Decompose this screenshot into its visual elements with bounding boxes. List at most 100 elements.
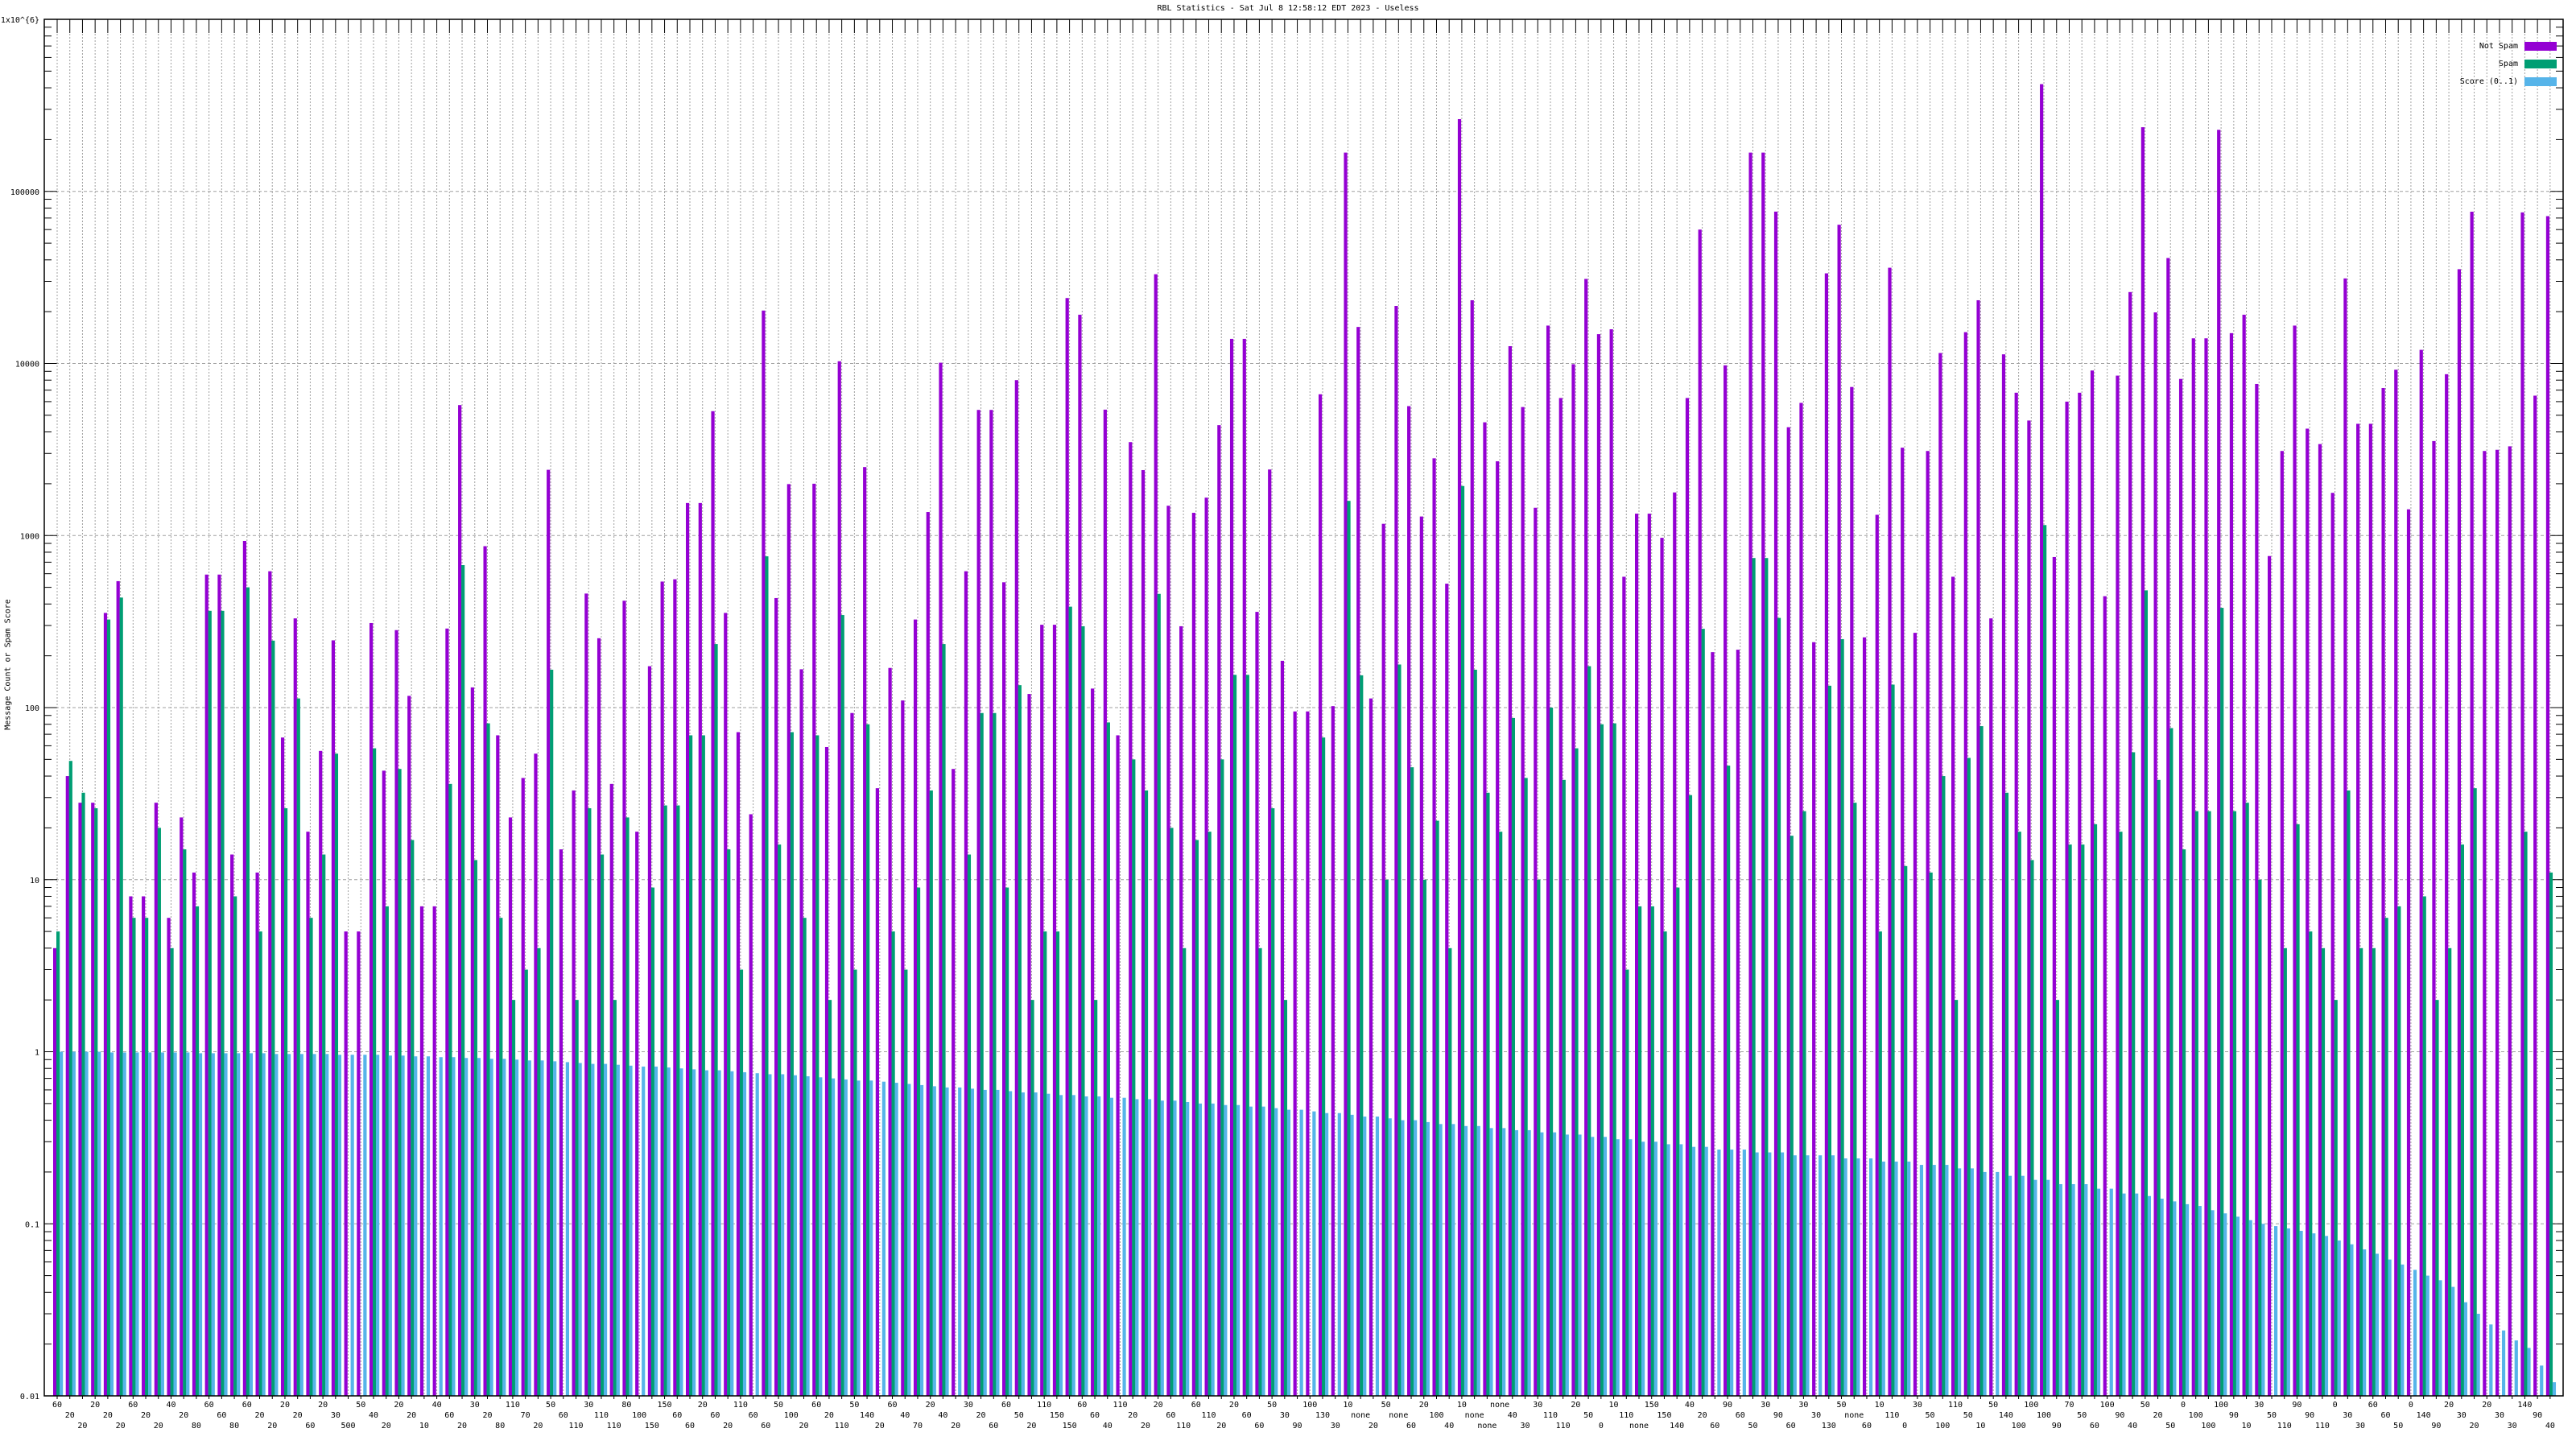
bar-spam [650, 887, 655, 1396]
bar-spam [2068, 844, 2072, 1396]
bar-score [2337, 1240, 2341, 1396]
bar-score [1666, 1144, 1670, 1396]
x-tick-label: 50 [1014, 1411, 1024, 1420]
bar-not-spam [989, 410, 993, 1396]
bar-not-spam [154, 803, 158, 1396]
bar-not-spam [2128, 291, 2132, 1396]
x-tick-label: 20 [116, 1422, 126, 1430]
bar-not-spam [142, 896, 146, 1396]
bar-spam [1688, 795, 1693, 1396]
bar-not-spam [609, 783, 613, 1396]
x-tick-label: 20 [2444, 1401, 2454, 1410]
bar-spam [132, 918, 136, 1396]
x-tick-label: 90 [1293, 1422, 1302, 1430]
y-tick-label: 10000 [15, 361, 39, 369]
x-tick-label: none [1844, 1411, 1864, 1420]
bar-not-spam [913, 619, 918, 1396]
bar-score [2084, 1183, 2088, 1396]
x-tick-label: 60 [1242, 1411, 1252, 1420]
bar-spam [1942, 776, 1946, 1396]
x-tick-label: 30 [1761, 1401, 1770, 1410]
bar-not-spam [2520, 212, 2524, 1396]
bar-not-spam [1584, 279, 1588, 1396]
x-tick-label: 110 [835, 1422, 849, 1430]
bar-score [1958, 1168, 1962, 1396]
bar-not-spam [2445, 374, 2449, 1396]
bar-score [1046, 1093, 1051, 1396]
bar-score [540, 1060, 544, 1396]
x-tick-label: 20 [457, 1422, 467, 1430]
x-tick-label: 60 [1077, 1401, 1087, 1410]
bar-score [2185, 1203, 2190, 1396]
bar-score [1932, 1165, 1936, 1396]
bar-not-spam [1002, 582, 1006, 1396]
bar-spam [2384, 918, 2388, 1396]
bar-spam [2004, 792, 2009, 1396]
bar-not-spam [1926, 451, 1930, 1396]
x-tick-label: 20 [1368, 1422, 1378, 1430]
x-tick-label: 10 [1457, 1401, 1467, 1410]
bar-score [2261, 1224, 2265, 1396]
x-tick-label: 40 [938, 1411, 947, 1420]
bar-not-spam [1875, 514, 1879, 1396]
x-tick-label: 20 [179, 1411, 188, 1420]
bar-score [2058, 1183, 2062, 1396]
bar-score [553, 1061, 557, 1396]
bar-spam [676, 805, 680, 1396]
bar-spam [2081, 844, 2085, 1396]
bar-not-spam [1344, 152, 1348, 1397]
y-tick-label: 100000 [10, 188, 39, 197]
bar-spam [1245, 675, 1249, 1396]
legend: Not Spam Spam Score (0..1) [2460, 37, 2557, 90]
x-tick-label: 20 [976, 1411, 986, 1420]
bar-not-spam [2178, 378, 2183, 1396]
x-tick-label: 100 [1302, 1401, 1317, 1410]
bar-score [1463, 1125, 1468, 1396]
bar-score [1565, 1134, 1569, 1396]
bar-score [565, 1062, 569, 1396]
bar-not-spam [1711, 652, 1715, 1396]
bar-score [603, 1063, 608, 1396]
bar-spam [714, 644, 718, 1396]
bar-spam [2397, 906, 2401, 1396]
bar-not-spam [78, 803, 82, 1396]
bar-spam [1765, 558, 1769, 1397]
x-tick-label: 50 [774, 1401, 783, 1410]
bar-score [2438, 1280, 2442, 1396]
bar-spam [2334, 1000, 2338, 1396]
bar-spam [1625, 969, 1629, 1396]
x-tick-label: 140 [2417, 1411, 2431, 1420]
x-tick-label: 150 [1657, 1411, 1671, 1420]
bar-spam [461, 565, 465, 1397]
bar-spam [170, 947, 174, 1396]
bar-score [173, 1052, 177, 1396]
bar-score [2299, 1231, 2303, 1396]
legend-label: Not Spam [2479, 41, 2518, 51]
bar-not-spam [496, 735, 500, 1396]
bar-not-spam [407, 696, 411, 1396]
x-tick-label: 100 [784, 1411, 799, 1420]
x-tick-label: 20 [824, 1411, 834, 1420]
bar-not-spam [2470, 211, 2474, 1396]
x-tick-label: 90 [2115, 1411, 2124, 1420]
bar-spam [1663, 931, 1667, 1396]
bar-score [616, 1064, 620, 1396]
bar-not-spam [2090, 370, 2095, 1397]
bar-score [1135, 1099, 1139, 1396]
bar-spam [1777, 617, 1781, 1396]
bar-not-spam [926, 512, 930, 1396]
bar-not-spam [1521, 407, 1525, 1396]
bar-not-spam [1407, 406, 1411, 1396]
x-tick-label: 50 [1926, 1411, 1935, 1420]
bar-spam [448, 783, 452, 1396]
bar-not-spam [2014, 392, 2018, 1397]
bar-spam [499, 918, 503, 1396]
bar-spam [1650, 906, 1654, 1396]
bar-score [857, 1080, 861, 1396]
bar-not-spam [799, 669, 803, 1396]
bar-score [1983, 1171, 1987, 1396]
x-tick-label: 110 [1113, 1401, 1127, 1410]
bar-score [717, 1070, 721, 1396]
bar-score [1109, 1097, 1113, 1396]
x-tick-label: 60 [1736, 1411, 1745, 1420]
